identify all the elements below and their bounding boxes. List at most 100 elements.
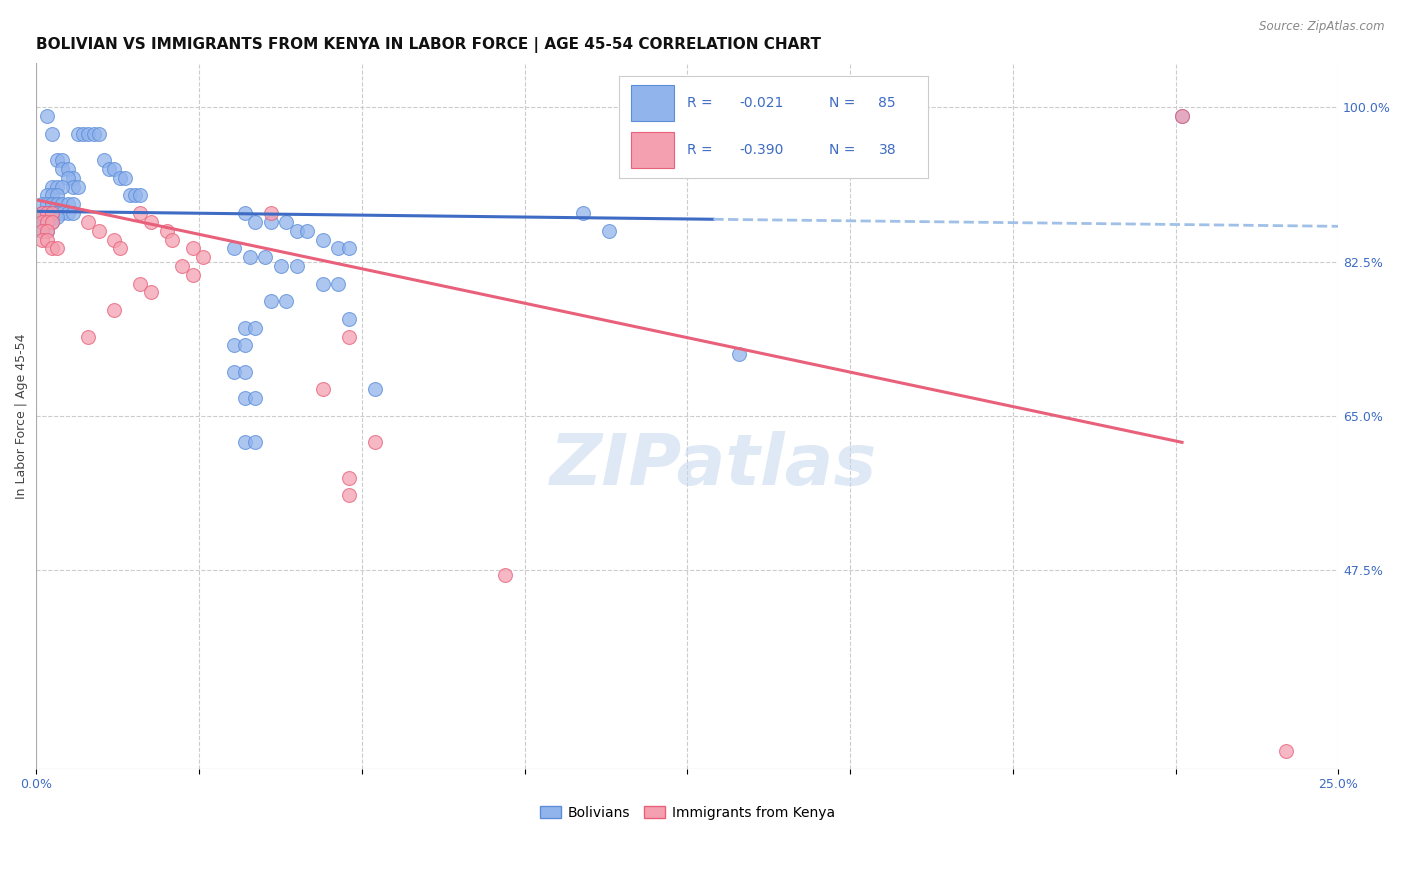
Point: [224, 338, 246, 352]
Point: [83, 127, 105, 141]
Point: [56, 161, 79, 176]
Point: [191, 250, 214, 264]
Point: [224, 365, 246, 379]
Point: [233, 338, 256, 352]
Point: [312, 383, 335, 397]
Text: N =: N =: [830, 144, 859, 157]
Point: [260, 294, 283, 309]
Legend: Bolivians, Immigrants from Kenya: Bolivians, Immigrants from Kenya: [534, 800, 841, 825]
Point: [129, 206, 152, 220]
Point: [224, 241, 246, 255]
Point: [31, 233, 53, 247]
Point: [337, 488, 360, 502]
Point: [285, 259, 308, 273]
Point: [233, 365, 256, 379]
Point: [35, 197, 58, 211]
Y-axis label: In Labor Force | Age 45-54: In Labor Force | Age 45-54: [15, 333, 28, 499]
Point: [31, 215, 53, 229]
Text: -0.390: -0.390: [740, 144, 783, 157]
Point: [35, 211, 58, 225]
Point: [35, 215, 58, 229]
Point: [31, 211, 53, 225]
Point: [120, 188, 142, 202]
Point: [72, 127, 94, 141]
Point: [35, 215, 58, 229]
Point: [46, 241, 69, 255]
Point: [129, 277, 152, 291]
Point: [41, 127, 63, 141]
Point: [31, 206, 53, 220]
Point: [276, 294, 298, 309]
FancyBboxPatch shape: [631, 132, 675, 168]
Point: [35, 188, 58, 202]
Point: [108, 170, 131, 185]
Point: [103, 233, 125, 247]
Point: [51, 153, 73, 168]
Point: [62, 197, 84, 211]
Point: [46, 188, 69, 202]
Point: [41, 197, 63, 211]
Point: [51, 206, 73, 220]
Point: [41, 211, 63, 225]
Point: [598, 224, 620, 238]
Point: [41, 215, 63, 229]
Point: [108, 241, 131, 255]
Point: [728, 347, 751, 361]
Point: [98, 161, 121, 176]
Point: [295, 224, 318, 238]
Point: [139, 215, 162, 229]
Point: [337, 470, 360, 484]
Point: [31, 215, 53, 229]
Point: [1275, 744, 1298, 758]
Point: [31, 224, 53, 238]
Point: [155, 224, 177, 238]
Point: [31, 197, 53, 211]
Point: [41, 206, 63, 220]
Point: [56, 206, 79, 220]
Point: [51, 161, 73, 176]
Point: [139, 285, 162, 300]
Text: R =: R =: [686, 96, 717, 110]
Point: [337, 329, 360, 343]
Point: [77, 215, 100, 229]
Point: [41, 215, 63, 229]
Point: [337, 241, 360, 255]
Point: [62, 179, 84, 194]
Point: [233, 206, 256, 220]
Point: [181, 268, 204, 282]
Point: [35, 206, 58, 220]
Point: [62, 170, 84, 185]
Point: [35, 233, 58, 247]
Point: [41, 179, 63, 194]
Point: [35, 109, 58, 123]
Point: [260, 206, 283, 220]
Point: [87, 127, 110, 141]
Point: [243, 435, 266, 450]
Point: [129, 188, 152, 202]
Point: [328, 241, 350, 255]
Point: [35, 224, 58, 238]
Point: [181, 241, 204, 255]
Point: [51, 197, 73, 211]
Point: [31, 224, 53, 238]
Point: [364, 435, 387, 450]
Point: [270, 259, 292, 273]
Point: [312, 233, 335, 247]
Point: [41, 241, 63, 255]
Point: [364, 383, 387, 397]
FancyBboxPatch shape: [631, 85, 675, 121]
Point: [572, 206, 595, 220]
Text: Source: ZipAtlas.com: Source: ZipAtlas.com: [1260, 20, 1385, 33]
Text: 38: 38: [879, 144, 896, 157]
Point: [66, 179, 89, 194]
Point: [233, 320, 256, 334]
Point: [51, 179, 73, 194]
Point: [160, 233, 183, 247]
Point: [239, 250, 262, 264]
Text: ZIPatlas: ZIPatlas: [550, 431, 877, 500]
Point: [77, 329, 100, 343]
Point: [276, 215, 298, 229]
Point: [62, 206, 84, 220]
Point: [31, 206, 53, 220]
Text: R =: R =: [686, 144, 717, 157]
